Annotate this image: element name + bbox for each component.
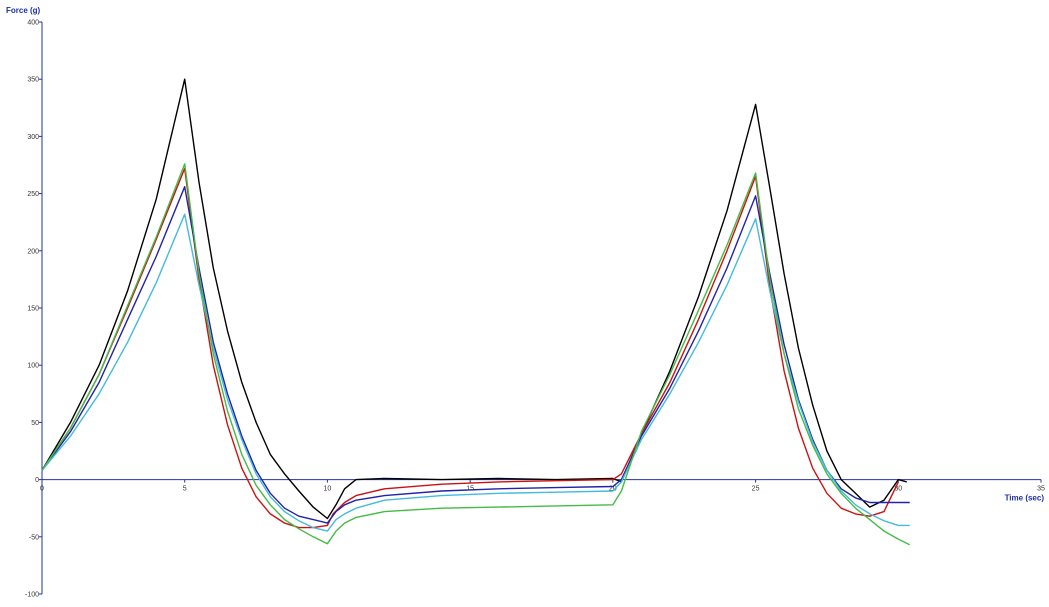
y-tick-label: 200 [27,248,39,255]
x-tick-label: 35 [1037,486,1045,493]
y-tick-label: 100 [27,363,39,370]
series-line-3 [41,185,910,524]
series-line-4 [41,213,910,532]
y-tick-label: 150 [27,306,39,313]
series-line-2 [41,167,899,529]
x-tick-label: 25 [752,486,760,493]
y-tick-label: 50 [31,420,39,427]
y-tick-label: 0 [35,477,39,484]
x-tick-label: 5 [183,486,187,493]
series-line-1 [41,78,907,520]
series-line-5 [41,163,911,546]
series-group [41,78,911,546]
x-axis-title: Time (sec) [1005,494,1045,503]
x-tick-label: 15 [466,486,474,493]
y-tick-label: 350 [27,77,39,84]
x-tick-label: 0 [40,486,44,493]
x-tick-label: 10 [324,486,332,493]
x-axis-ticks: 0 5 10 15 20 25 30 35 [40,479,1045,493]
x-tick-label: 30 [894,486,902,493]
y-axis-ticks: -100 -50 0 50 100 150 200 250 300 350 400 [25,20,42,599]
y-tick-label: 250 [27,191,39,198]
y-tick-label: -50 [29,534,39,541]
x-tick-label: 20 [609,486,617,493]
y-tick-label: -100 [25,592,39,599]
y-tick-label: 300 [27,134,39,141]
y-tick-label: 400 [27,20,39,27]
y-axis-title: Force (g) [6,6,41,15]
